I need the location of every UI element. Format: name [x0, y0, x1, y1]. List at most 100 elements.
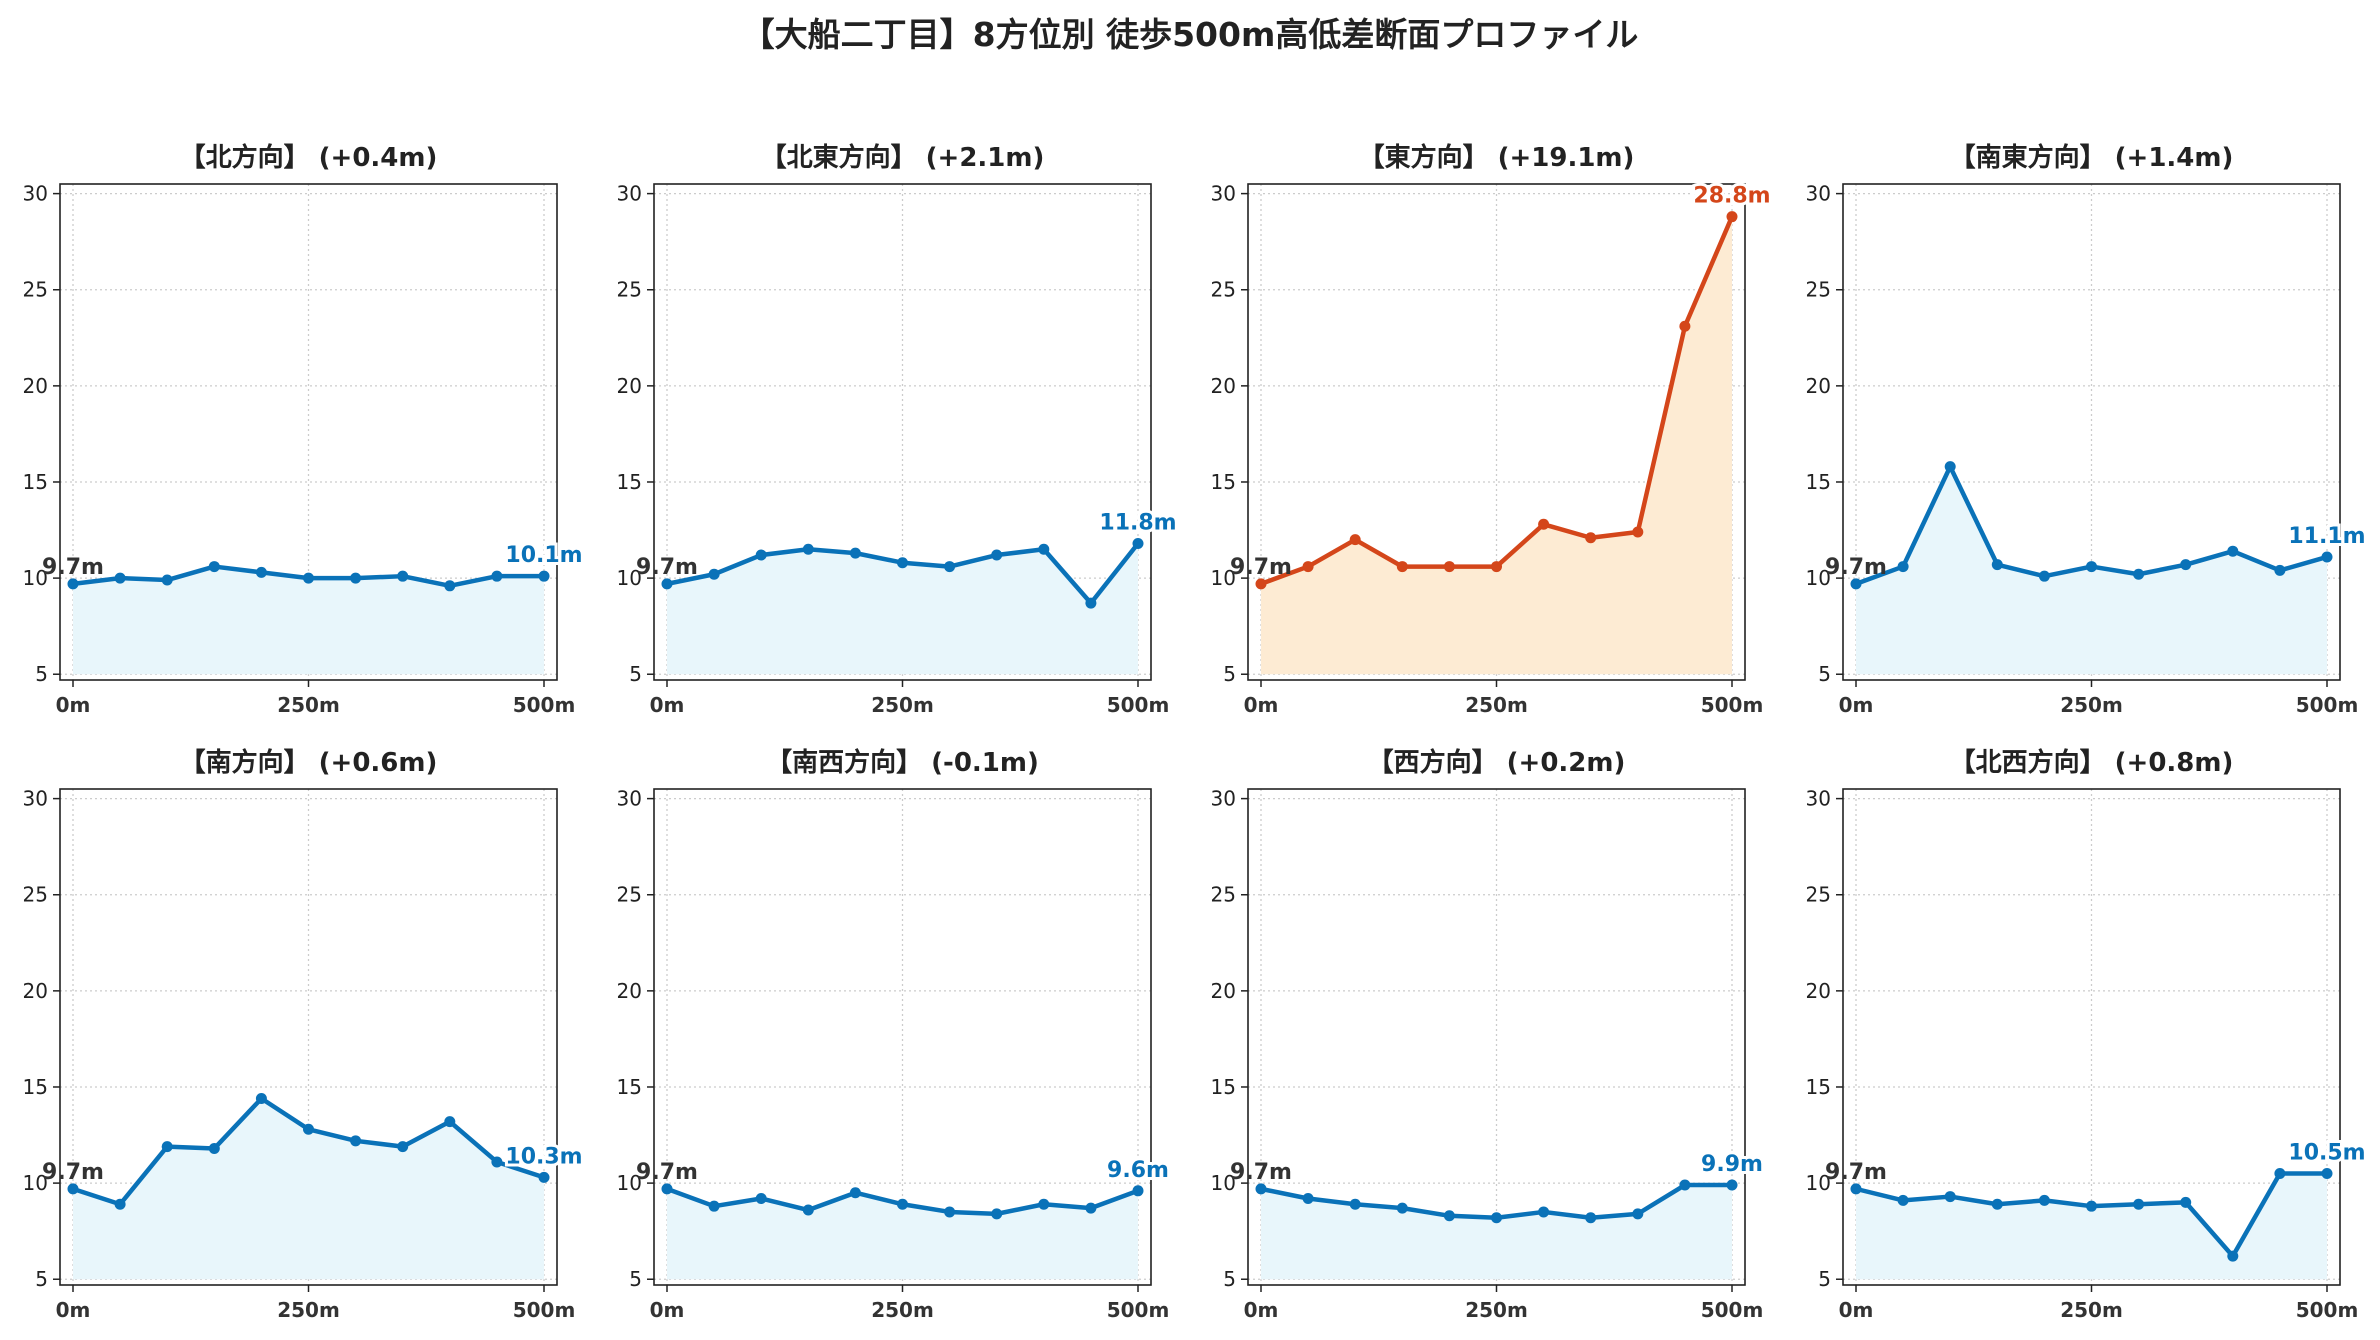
y-tick-label: 30 [617, 182, 642, 206]
data-point [2321, 551, 2333, 563]
y-tick-label: 25 [617, 278, 642, 302]
y-tick-label: 20 [617, 979, 642, 1003]
y-tick-label: 30 [617, 787, 642, 811]
y-tick-label: 30 [1211, 787, 1236, 811]
y-tick-label: 25 [23, 278, 48, 302]
x-tick-label: 250m [871, 1298, 934, 1322]
x-tick-label: 0m [650, 693, 685, 717]
data-point [1944, 1191, 1956, 1203]
data-point [1132, 1185, 1144, 1197]
y-tick-label: 10 [1211, 1171, 1236, 1195]
y-tick-label: 5 [1818, 1267, 1831, 1291]
x-tick-label: 500m [1701, 1298, 1764, 1322]
data-point [444, 580, 456, 592]
subplot-title: 【南東方向】 (+1.4m) [1950, 142, 2234, 173]
y-tick-label: 10 [1211, 566, 1236, 590]
data-point [161, 574, 173, 586]
data-point [2321, 1167, 2333, 1179]
data-point [1944, 461, 1956, 473]
start-value-label: 9.7m [636, 555, 698, 580]
data-point [255, 566, 267, 578]
data-point [1632, 526, 1644, 538]
data-point [114, 1198, 126, 1210]
data-point [208, 561, 220, 573]
x-tick-label: 500m [1107, 693, 1170, 717]
data-point [2227, 1250, 2239, 1262]
x-tick-label: 250m [1465, 693, 1528, 717]
y-tick-label: 25 [617, 883, 642, 907]
data-point [661, 578, 673, 590]
y-tick-label: 15 [617, 470, 642, 494]
data-point [1991, 1198, 2003, 1210]
data-point [67, 1183, 79, 1195]
data-point [1538, 1206, 1550, 1218]
x-tick-label: 250m [277, 1298, 340, 1322]
y-tick-label: 10 [23, 1171, 48, 1195]
data-point [1038, 1198, 1050, 1210]
start-value-label: 9.7m [1825, 1160, 1887, 1185]
x-tick-label: 0m [1244, 1298, 1279, 1322]
end-value-label: 9.9m [1701, 1152, 1763, 1177]
subplot-title: 【東方向】 (+19.1m) [1359, 142, 1635, 173]
subplot-title: 【南西方向】 (-0.1m) [766, 747, 1039, 778]
data-point [802, 543, 814, 555]
data-point [491, 1156, 503, 1168]
start-value-label: 9.7m [42, 1160, 104, 1185]
data-point [2133, 568, 2145, 580]
area-fill [667, 1188, 1138, 1280]
x-tick-label: 500m [513, 1298, 576, 1322]
data-point [208, 1143, 220, 1155]
data-point [1396, 561, 1408, 573]
data-point [1679, 320, 1691, 332]
data-point [2227, 545, 2239, 557]
data-point [538, 570, 550, 582]
start-value-label: 9.7m [1230, 1160, 1292, 1185]
data-point [1991, 559, 2003, 571]
y-tick-label: 30 [23, 182, 48, 206]
x-tick-label: 500m [2296, 1298, 2359, 1322]
x-tick-label: 500m [513, 693, 576, 717]
y-tick-label: 30 [1806, 787, 1831, 811]
y-tick-label: 20 [23, 374, 48, 398]
data-point [1538, 518, 1550, 530]
data-point [944, 561, 956, 573]
data-point [1850, 578, 1862, 590]
end-value-label: 9.6m [1107, 1158, 1169, 1183]
y-tick-label: 30 [1211, 182, 1236, 206]
data-point [2086, 1200, 2097, 1212]
x-tick-label: 0m [650, 1298, 685, 1322]
data-point [1038, 543, 1050, 555]
x-tick-label: 500m [1701, 693, 1764, 717]
y-tick-label: 20 [1806, 979, 1831, 1003]
data-point [1085, 1202, 1097, 1214]
area-fill [667, 543, 1138, 675]
data-point [303, 1123, 314, 1135]
end-value-label: 10.3m [505, 1144, 582, 1169]
y-tick-label: 10 [1806, 566, 1831, 590]
subplot-title: 【北西方向】 (+0.8m) [1950, 747, 2234, 778]
data-point [2274, 564, 2286, 576]
data-point [350, 1135, 362, 1147]
y-tick-label: 20 [1806, 374, 1831, 398]
x-tick-label: 0m [56, 693, 91, 717]
y-tick-label: 20 [23, 979, 48, 1003]
end-value-label: 10.5m [2288, 1140, 2365, 1165]
y-tick-label: 5 [629, 662, 642, 686]
data-point [1585, 532, 1597, 544]
x-tick-label: 250m [2060, 693, 2123, 717]
data-point [444, 1116, 456, 1128]
subplot-title: 【北東方向】 (+2.1m) [761, 142, 1045, 173]
y-tick-label: 30 [23, 787, 48, 811]
data-point [1726, 1179, 1738, 1191]
data-point [802, 1204, 814, 1216]
y-tick-label: 25 [23, 883, 48, 907]
y-tick-label: 5 [35, 1267, 48, 1291]
y-tick-label: 10 [1806, 1171, 1831, 1195]
subplot-6: 【南西方向】 (-0.1m) 5 10 15 20 25 30 0m 250m 500m 9.7m 9… [617, 747, 1172, 1322]
subplot-title: 【西方向】 (+0.2m) [1368, 747, 1626, 778]
data-point [1255, 578, 1267, 590]
data-point [708, 568, 720, 580]
data-point [350, 572, 362, 584]
data-point [1255, 1183, 1267, 1195]
data-point [491, 570, 503, 582]
